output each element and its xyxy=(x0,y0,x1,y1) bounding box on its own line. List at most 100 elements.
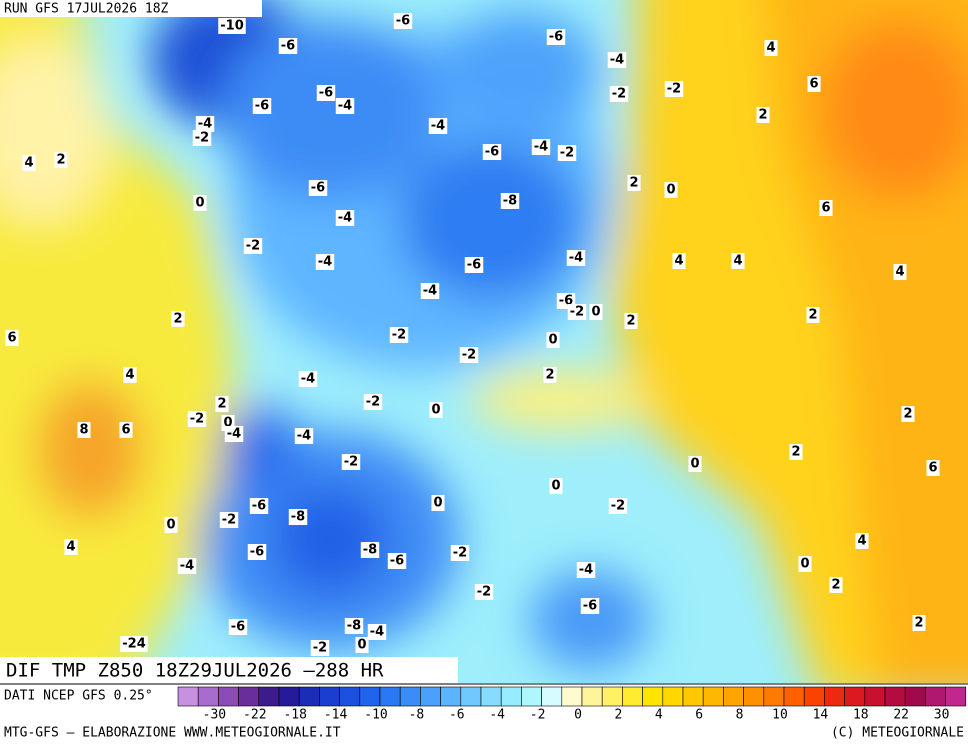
contour-label: -4 xyxy=(569,251,583,266)
label-bg xyxy=(431,495,445,511)
contour-label: -4 xyxy=(301,372,315,387)
contour-label: -4 xyxy=(579,563,593,578)
contour-label: 4 xyxy=(766,41,775,56)
label-bg xyxy=(688,456,702,472)
label-bg xyxy=(566,250,586,266)
label-bg xyxy=(624,313,638,329)
contour-label: 2 xyxy=(914,616,923,631)
contour-label: 0 xyxy=(166,518,175,533)
label-bg xyxy=(249,498,269,514)
source-label: DATI NCEP GFS 0.25° xyxy=(4,689,153,704)
label-bg xyxy=(428,118,448,134)
label-bg xyxy=(546,29,566,45)
label-bg xyxy=(298,371,318,387)
contour-label: -8 xyxy=(291,510,305,525)
colorbar-swatch xyxy=(783,686,805,707)
label-bg xyxy=(672,253,686,269)
colorbar-swatch xyxy=(824,686,845,707)
contour-label: -2 xyxy=(453,546,467,561)
contour-label: -8 xyxy=(503,194,517,209)
label-bg xyxy=(363,394,383,410)
contour-label: -6 xyxy=(583,599,597,614)
colorbar-tick-label: -14 xyxy=(324,708,348,723)
contour-label: -6 xyxy=(485,145,499,160)
contour-label: -2 xyxy=(570,305,584,320)
label-bg xyxy=(294,428,314,444)
contour-label: 2 xyxy=(626,314,635,329)
contour-label: -2 xyxy=(195,131,209,146)
contour-label: -4 xyxy=(338,211,352,226)
colorbar-tick-label: 8 xyxy=(736,708,744,723)
contour-label: 0 xyxy=(223,416,232,431)
label-bg xyxy=(420,283,440,299)
map-title: DIF TMP Z850 18Z29JUL2026 –288 HR xyxy=(6,660,384,682)
colorbar-tick-label: -6 xyxy=(449,708,465,723)
label-bg xyxy=(64,539,78,555)
colorbar-swatch xyxy=(541,686,563,707)
colorbar-swatch xyxy=(601,686,623,707)
colorbar-swatch xyxy=(682,686,704,707)
label-bg xyxy=(164,517,178,533)
colorbar-swatch xyxy=(702,686,724,707)
label-bg xyxy=(464,257,484,273)
label-bg xyxy=(609,86,629,102)
header-box xyxy=(0,0,262,17)
label-bg xyxy=(187,411,207,427)
label-bg xyxy=(912,615,926,631)
colorbar-swatch xyxy=(925,686,946,707)
label-bg xyxy=(177,558,197,574)
contour-label: -6 xyxy=(467,258,481,273)
label-bg xyxy=(500,193,520,209)
colorbar-tick-label: 30 xyxy=(934,708,950,723)
contour-label: 4 xyxy=(125,368,134,383)
contour-label: -10 xyxy=(220,19,244,34)
contour-label: -4 xyxy=(297,429,311,444)
label-bg xyxy=(224,426,244,442)
contour-label: 4 xyxy=(733,254,742,269)
contour-label: 8 xyxy=(79,423,88,438)
label-bg xyxy=(360,542,380,558)
label-bg xyxy=(77,422,91,438)
label-bg xyxy=(120,636,148,652)
contour-label: 2 xyxy=(217,397,226,412)
colorbar-swatch xyxy=(763,686,785,707)
label-bg xyxy=(344,618,364,634)
colorbar-swatch xyxy=(238,686,260,707)
contour-label: -4 xyxy=(423,284,437,299)
colorbar-swatch xyxy=(743,686,765,707)
label-bg xyxy=(393,13,413,29)
colorbar-tick-label: 2 xyxy=(614,708,622,723)
colorbar-tick-label: 22 xyxy=(893,708,909,723)
label-bg xyxy=(798,556,812,572)
colorbar: -30 -22 -18 -14 -10 -8 -6 -4 -2 0 2 4 6 8 10 14 18 22 30 xyxy=(177,686,967,723)
label-bg xyxy=(335,98,355,114)
colorbar-swatch xyxy=(480,686,502,707)
colorbar-tick-label: -2 xyxy=(530,708,546,723)
contour-label: -6 xyxy=(319,86,333,101)
label-bg xyxy=(123,367,137,383)
contour-label: 0 xyxy=(431,403,440,418)
contour-label: -6 xyxy=(281,39,295,54)
label-bg xyxy=(450,545,470,561)
label-bg xyxy=(341,454,361,470)
label-bg xyxy=(664,81,684,97)
contour-label: -4 xyxy=(431,119,445,134)
contour-label: 0 xyxy=(433,496,442,511)
contour-label: -2 xyxy=(392,328,406,343)
credit: MTG-GFS – ELABORAZIONE WWW.METEOGIORNALE… xyxy=(4,726,341,741)
colorbar-tick-label: 18 xyxy=(853,708,869,723)
contour-label: -2 xyxy=(313,641,327,656)
colorbar-swatch xyxy=(723,686,744,707)
contour-label: 4 xyxy=(895,265,904,280)
contour-label: -4 xyxy=(180,559,194,574)
label-bg xyxy=(387,553,407,569)
contour-label: -4 xyxy=(227,427,241,442)
colorbar-swatch xyxy=(642,686,664,707)
label-bg xyxy=(218,18,246,34)
colorbar-tick-label: 4 xyxy=(655,708,663,723)
contour-label: 2 xyxy=(791,445,800,460)
colorbar-swatch xyxy=(319,686,340,707)
label-bg xyxy=(926,460,940,476)
colorbar-swatch xyxy=(561,686,583,707)
contour-label: 0 xyxy=(591,305,600,320)
